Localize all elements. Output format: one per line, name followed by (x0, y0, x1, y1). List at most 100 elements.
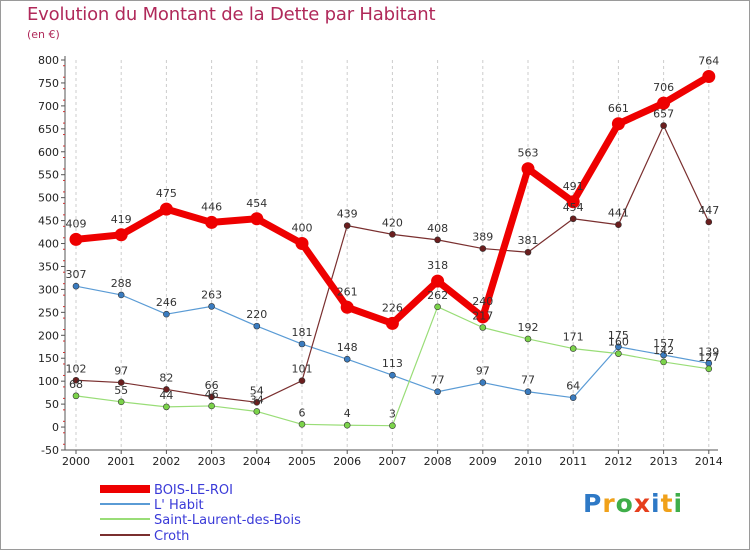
chart-subtitle: (en €) (27, 28, 60, 41)
data-point (208, 303, 215, 310)
data-point (615, 343, 622, 351)
data-label: 441 (608, 207, 629, 220)
data-point (524, 335, 532, 343)
x-tick-label: 2010 (514, 455, 542, 468)
data-label: 142 (653, 344, 674, 357)
y-tick-label: 300 (38, 283, 59, 296)
data-label: 246 (156, 296, 177, 309)
data-point (479, 245, 487, 252)
data-label: 97 (476, 365, 490, 378)
data-label: 139 (698, 345, 719, 358)
data-point (615, 221, 622, 229)
data-point (521, 162, 535, 176)
data-point (343, 222, 351, 229)
data-label: 102 (66, 362, 87, 375)
data-point (434, 303, 441, 311)
x-tick-label: 2009 (469, 455, 497, 468)
x-tick-label: 2012 (604, 455, 632, 468)
data-label: 408 (427, 222, 448, 235)
data-label: 181 (292, 326, 313, 339)
data-label: 66 (205, 379, 219, 392)
x-tick-label: 2008 (424, 455, 452, 468)
data-label: 381 (518, 234, 539, 247)
data-label: 446 (201, 200, 222, 213)
data-label: 82 (159, 371, 173, 384)
data-point (389, 422, 396, 429)
legend-label: BOIS-LE-ROI (154, 483, 233, 498)
data-label: 288 (111, 277, 132, 290)
x-tick-label: 2001 (107, 455, 135, 468)
data-point (205, 215, 219, 229)
data-label: 192 (518, 321, 539, 334)
x-tick-label: 2006 (333, 455, 361, 468)
data-label: 661 (608, 102, 629, 115)
data-point (434, 388, 441, 396)
x-tick-label: 2005 (288, 455, 316, 468)
data-point (657, 96, 671, 110)
data-point (69, 232, 83, 246)
data-label: 3 (389, 408, 396, 421)
data-point (208, 402, 215, 410)
y-tick-label: 150 (38, 352, 59, 365)
data-point (163, 386, 170, 393)
data-label: 68 (69, 378, 83, 391)
data-label: 34 (250, 393, 264, 406)
data-point (250, 212, 264, 226)
data-point (343, 355, 351, 363)
data-point (479, 379, 487, 386)
x-tick-label: 2004 (243, 455, 271, 468)
data-label: 454 (246, 197, 267, 210)
y-tick-label: 800 (38, 54, 59, 67)
data-label: 160 (608, 336, 629, 349)
data-label: 657 (653, 108, 674, 121)
y-tick-label: 350 (38, 260, 59, 273)
data-point (159, 202, 173, 216)
data-label: 6 (299, 406, 306, 419)
data-point (117, 291, 125, 299)
data-label: 563 (518, 147, 539, 160)
y-tick-label: 100 (38, 375, 59, 388)
data-point (72, 376, 80, 384)
data-point (431, 274, 445, 288)
y-tick-label: 700 (38, 100, 59, 113)
data-label: 454 (563, 201, 584, 214)
data-label: 420 (382, 216, 403, 229)
data-point (72, 282, 80, 290)
data-point (524, 388, 532, 396)
data-point (253, 408, 261, 415)
y-tick-label: 750 (38, 77, 59, 90)
data-point (566, 195, 580, 209)
data-point (611, 117, 625, 131)
data-label: 4 (344, 407, 351, 420)
data-point (660, 358, 667, 366)
data-point (117, 379, 125, 386)
data-label: 148 (337, 341, 358, 354)
data-point (615, 350, 622, 357)
data-point (298, 377, 306, 385)
y-tick-label: 400 (38, 238, 59, 251)
data-label: 226 (382, 301, 403, 314)
data-point (524, 248, 532, 256)
data-point (569, 345, 577, 352)
data-label: 97 (114, 365, 128, 378)
data-label: 764 (698, 55, 719, 68)
data-label: 175 (608, 329, 629, 342)
data-label: 400 (292, 222, 313, 235)
data-label: 55 (114, 384, 128, 397)
x-tick-label: 2002 (152, 455, 180, 468)
data-point (340, 300, 354, 314)
data-point (253, 322, 261, 330)
data-point (569, 394, 577, 401)
data-point (705, 365, 713, 373)
data-point (389, 371, 396, 379)
x-tick-label: 2011 (559, 455, 587, 468)
data-label: 318 (427, 259, 448, 272)
data-label: 171 (563, 331, 584, 344)
data-point (253, 398, 261, 406)
data-point (295, 237, 309, 251)
data-label: 261 (337, 285, 358, 298)
x-tick-label: 2013 (650, 455, 678, 468)
legend-label: L' Habit (154, 498, 204, 513)
y-tick-label: 0 (52, 421, 59, 434)
data-label: 101 (292, 363, 313, 376)
